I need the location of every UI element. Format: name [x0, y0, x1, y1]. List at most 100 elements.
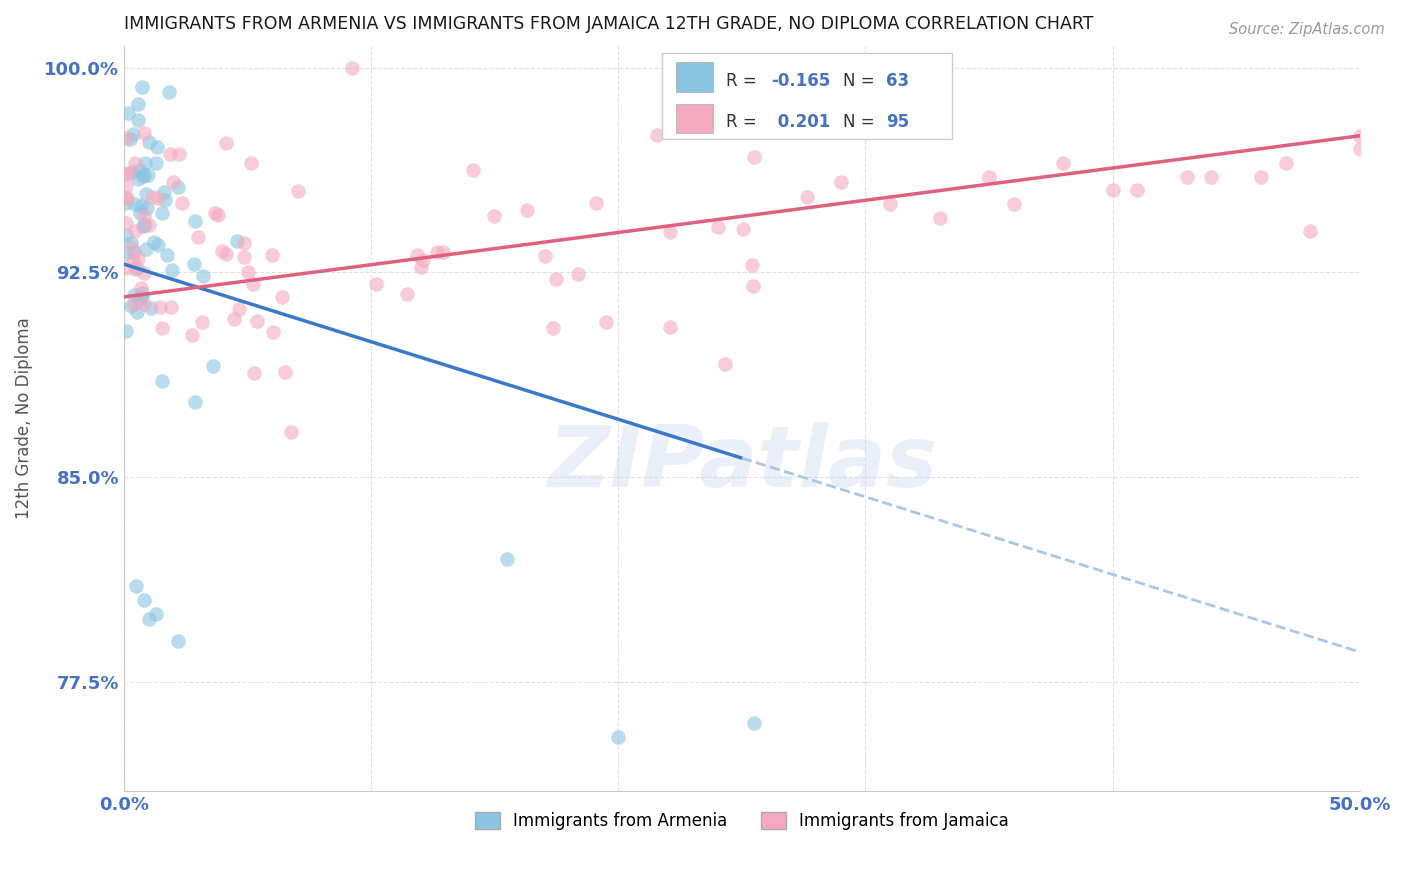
Point — [128, 293, 150, 308]
Point — [124, 224, 146, 238]
Point — [280, 425, 302, 440]
Text: 0.201: 0.201 — [772, 113, 830, 131]
Point — [117, 106, 139, 120]
Point — [1274, 156, 1296, 170]
Point — [132, 127, 155, 141]
Point — [145, 156, 167, 170]
Text: N =: N = — [844, 72, 880, 90]
FancyBboxPatch shape — [676, 62, 713, 92]
Point — [742, 150, 765, 164]
Point — [135, 201, 157, 215]
Point — [121, 164, 143, 178]
Point — [215, 247, 238, 261]
Point — [115, 191, 138, 205]
Point — [567, 267, 589, 281]
Point — [131, 290, 153, 304]
Point — [201, 359, 224, 373]
Point — [366, 277, 388, 291]
Point — [830, 175, 852, 189]
Point — [928, 211, 950, 225]
Point — [153, 185, 176, 199]
Point — [141, 301, 163, 315]
Point — [142, 235, 165, 249]
Point — [406, 248, 429, 262]
Text: -0.165: -0.165 — [772, 72, 831, 90]
Point — [1250, 169, 1272, 184]
Text: R =: R = — [725, 72, 762, 90]
Point — [1101, 183, 1123, 197]
Point — [395, 287, 418, 301]
Point — [160, 300, 183, 314]
Point — [172, 196, 194, 211]
Point — [115, 191, 138, 205]
Point — [132, 266, 155, 280]
Point — [183, 256, 205, 270]
Point — [115, 261, 138, 276]
Point — [1175, 169, 1198, 184]
Point — [544, 272, 567, 286]
Point — [187, 230, 209, 244]
Point — [1348, 143, 1371, 157]
Point — [180, 328, 202, 343]
Point — [232, 250, 254, 264]
Point — [222, 312, 245, 326]
Point — [148, 191, 170, 205]
Point — [125, 305, 148, 319]
Point — [157, 85, 180, 99]
Point — [120, 236, 142, 251]
Point — [426, 245, 449, 260]
Point — [659, 225, 682, 239]
Point — [242, 277, 264, 291]
Text: N =: N = — [844, 113, 880, 131]
Point — [270, 289, 292, 303]
Point — [128, 206, 150, 220]
Point — [585, 195, 607, 210]
Point — [714, 357, 737, 371]
Point — [146, 237, 169, 252]
Point — [118, 132, 141, 146]
Point — [412, 252, 434, 267]
Point — [647, 128, 669, 143]
Point — [150, 374, 173, 388]
Point — [742, 278, 765, 293]
Point — [122, 288, 145, 302]
Point — [138, 219, 160, 233]
Point — [125, 579, 148, 593]
Point — [1052, 156, 1074, 170]
Point — [115, 178, 138, 193]
Point — [129, 281, 152, 295]
Point — [115, 216, 138, 230]
Point — [134, 218, 156, 232]
Text: Source: ZipAtlas.com: Source: ZipAtlas.com — [1229, 22, 1385, 37]
Point — [127, 112, 149, 127]
Point — [131, 169, 153, 184]
Point — [149, 300, 172, 314]
Point — [193, 269, 215, 284]
Point — [516, 202, 538, 217]
Point — [122, 297, 145, 311]
Point — [184, 213, 207, 227]
Point — [543, 320, 565, 334]
Point — [132, 168, 155, 182]
Point — [115, 325, 138, 339]
Point — [1002, 197, 1025, 211]
Point — [595, 315, 617, 329]
Point — [127, 172, 149, 186]
Point — [115, 167, 138, 181]
Point — [240, 156, 263, 170]
Point — [1299, 224, 1322, 238]
Point — [115, 228, 138, 243]
Point — [977, 169, 1000, 184]
Point — [658, 320, 681, 334]
Point — [153, 194, 176, 208]
Point — [274, 365, 297, 379]
Point — [150, 206, 173, 220]
Point — [135, 243, 157, 257]
Point — [122, 127, 145, 141]
Point — [1126, 183, 1149, 197]
Point — [121, 241, 143, 255]
Point — [159, 147, 181, 161]
Point — [115, 131, 138, 145]
Point — [409, 260, 432, 274]
Point — [122, 245, 145, 260]
